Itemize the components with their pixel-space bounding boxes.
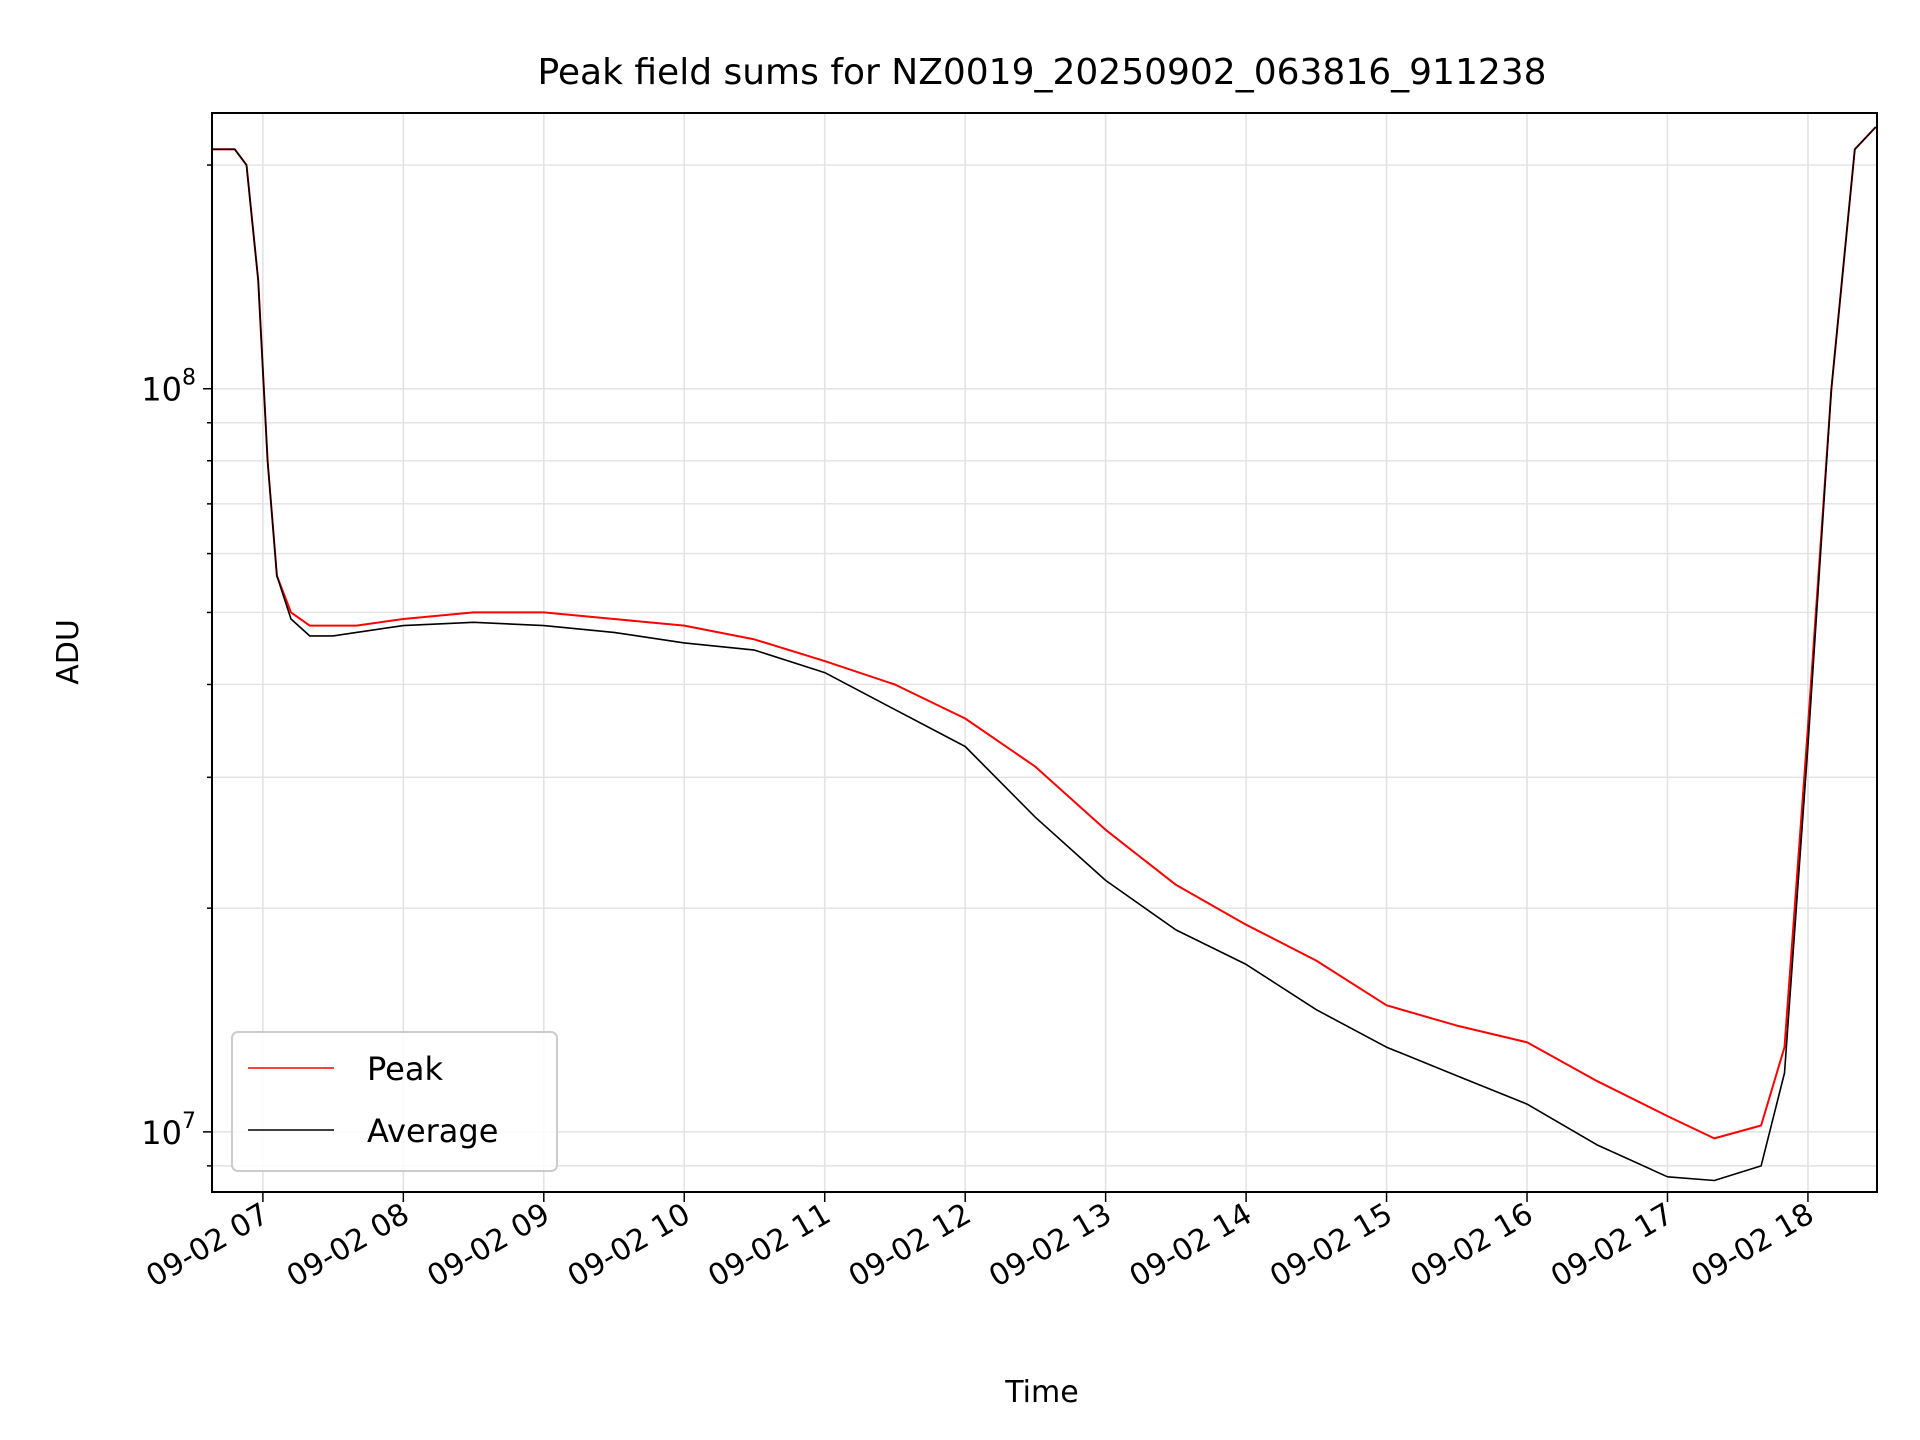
y-tick-label: 108 [141,366,196,409]
chart-title: Peak field sums for NZ0019_20250902_0638… [537,52,1546,93]
series-line-average [211,126,1877,1182]
plot-area [211,126,1877,1182]
legend-box [231,1031,558,1172]
legend-label-peak: Peak [367,1050,443,1088]
y-tick-label: 107 [141,1109,196,1152]
plot-frame [211,112,1878,1193]
legend: Peak Average [231,1031,558,1172]
x-axis-label: Time [1004,1375,1078,1410]
grid [212,113,1877,1192]
y-axis-label: ADU [51,619,86,685]
series-line-peak [211,126,1877,1140]
legend-label-average: Average [367,1112,498,1150]
